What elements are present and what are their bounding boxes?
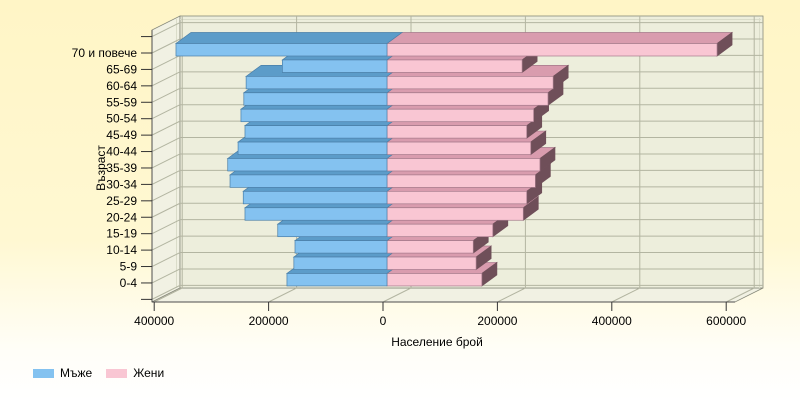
gridline-h-wall: [151, 252, 181, 267]
x-tick-label: 400000: [592, 314, 632, 328]
bar-women-10-14: [386, 240, 474, 254]
bar-men-65-69: [282, 59, 388, 73]
gridline-h-wall: [151, 104, 181, 120]
y-tick-label: 65-69: [106, 62, 137, 76]
x-tick-label: 200000: [477, 314, 517, 328]
bar-men-55-59: [243, 92, 388, 106]
bar-men-60-64: [245, 75, 388, 90]
bar-women-70-и-повече: [386, 43, 718, 57]
bar-men-10-14: [294, 240, 388, 254]
gridline-h-wall: [151, 22, 181, 38]
floor: [151, 287, 764, 303]
x-tick-label: 600000: [706, 314, 746, 328]
y-tick-label: 0-4: [120, 276, 138, 290]
legend: Мъже Жени: [33, 366, 178, 380]
legend-swatch-men-icon: [33, 368, 54, 378]
gridline-h-wall: [151, 120, 181, 136]
bar-men-5-9: [293, 256, 388, 270]
x-tick-label: 0: [380, 314, 387, 328]
legend-label-men: Мъже: [60, 366, 93, 380]
x-axis-title: Население брой: [391, 335, 483, 349]
legend-swatch-women-icon: [106, 368, 128, 378]
bar-women-40-44: [386, 141, 532, 155]
y-tick-label: 10-14: [106, 243, 137, 257]
gridline-h-wall: [151, 137, 181, 152]
bar-women-65-69: [386, 59, 523, 73]
bar-men-40-44: [237, 141, 388, 155]
bar-men-50-54: [240, 108, 388, 123]
y-tick-label: 30-34: [106, 177, 137, 191]
bar-women-50-54: [386, 108, 534, 123]
bar-men-25-29: [242, 190, 388, 205]
bar-men-0-4: [286, 273, 388, 287]
bar-women-20-24: [386, 207, 524, 221]
gridline-h-wall: [151, 202, 181, 218]
bar-women-35-39: [386, 158, 541, 172]
bar-women-5-9: [386, 256, 477, 270]
gridline-h-wall: [151, 54, 181, 70]
gridline-h-wall: [151, 219, 181, 235]
gridline-v-floor: [725, 287, 755, 303]
bar-men-15-19: [277, 223, 388, 238]
gridline-v-floor: [611, 287, 641, 303]
y-tick-label: 50-54: [106, 112, 137, 126]
bar-women-0-4: [386, 273, 483, 287]
y-tick-label: 40-44: [106, 145, 137, 159]
bar-men-45-49: [244, 125, 388, 139]
y-tick-label: 15-19: [106, 227, 137, 241]
bar-women-15-19: [386, 223, 494, 238]
bar-women-45-49: [386, 125, 528, 139]
bar-men-35-39: [227, 158, 388, 172]
bar-men-20-24: [244, 207, 388, 221]
gridline-v-floor: [382, 287, 412, 303]
bar-women-55-59: [386, 92, 549, 106]
gridline-h-wall: [151, 235, 181, 251]
y-tick-label: 55-59: [106, 95, 137, 109]
bar-women-top-70-и-повече: [385, 32, 734, 44]
y-tick-label: 45-49: [106, 128, 137, 142]
gridline-h-wall: [151, 169, 181, 185]
y-tick-label: 20-24: [106, 210, 137, 224]
gridline-v-floor: [153, 287, 183, 303]
y-tick-label: 70 и повече: [72, 46, 138, 60]
y-axis-title: Възраст: [94, 145, 108, 191]
gridline-v-floor: [497, 287, 526, 303]
bar-women-60-64: [386, 75, 554, 90]
bar-women-30-34: [386, 174, 536, 188]
gridline-v-floor: [268, 287, 297, 303]
gridline-h-wall: [151, 268, 181, 284]
bar-men-30-34: [229, 174, 388, 188]
bar-men-top-70-и-повече: [174, 32, 404, 44]
legend-label-women: Жени: [133, 366, 165, 380]
bar-women-25-29: [386, 190, 528, 205]
gridline-h-wall: [151, 87, 181, 103]
gridline-h-wall: [151, 71, 181, 87]
gridline-h-wall: [151, 284, 181, 300]
x-tick-label: 400000: [134, 314, 174, 328]
gridline-h-wall: [151, 38, 181, 54]
y-tick-label: 35-39: [106, 161, 137, 175]
bar-men-70-и-повече: [175, 43, 388, 57]
y-tick-label: 25-29: [106, 194, 137, 208]
y-tick-label: 60-64: [106, 79, 137, 93]
gridline-h-wall: [151, 153, 181, 169]
x-tick-label: 200000: [249, 314, 289, 328]
gridline-h-wall: [151, 186, 181, 202]
y-tick-label: 5-9: [120, 260, 138, 274]
